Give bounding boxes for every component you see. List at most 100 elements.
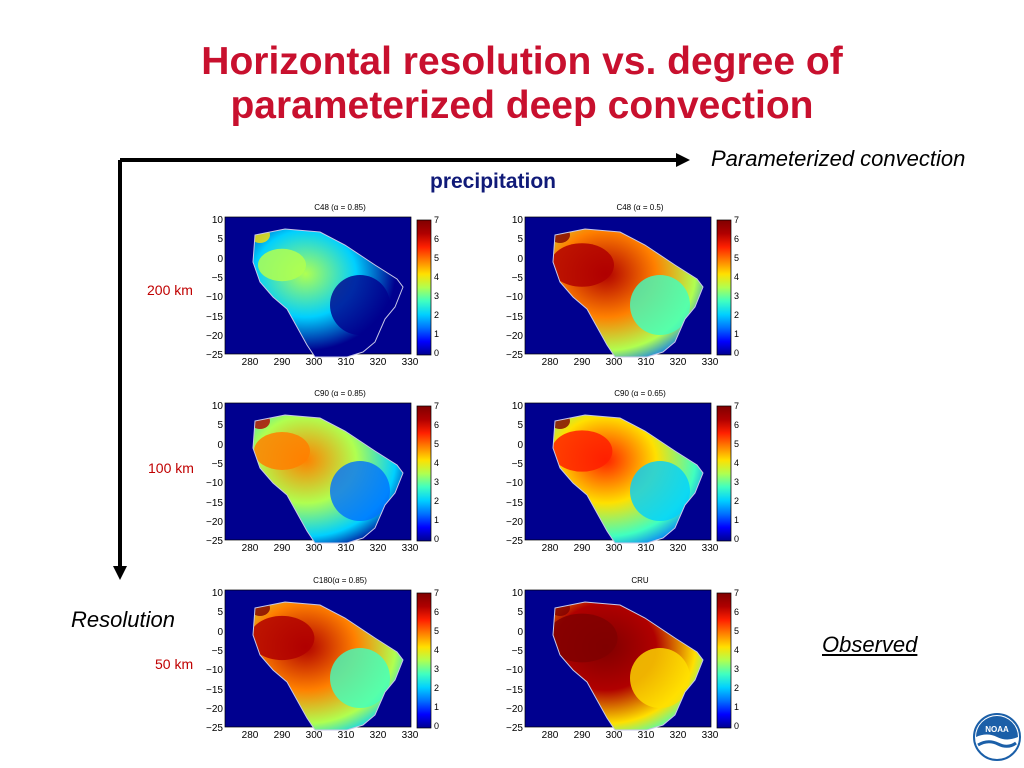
- lat-tick-label: 10: [211, 215, 223, 226]
- lat-tick-label: 10: [511, 215, 523, 226]
- lat-tick-label: −20: [206, 330, 223, 342]
- lat-tick-label: −20: [506, 330, 523, 342]
- panel-title: C180(α = 0.85): [313, 576, 367, 585]
- lat-tick-label: −10: [206, 478, 223, 490]
- colorbar-tick-label: 4: [734, 458, 740, 468]
- lon-tick-label: 310: [637, 357, 655, 368]
- map-plot: [224, 216, 432, 358]
- colorbar-tick-label: 2: [734, 683, 740, 693]
- precip-map-panel: CRU 10 5 0 −5 −10 −15 −20 −25 280 290 300 310 320 330 7…: [500, 576, 740, 753]
- colorbar-tick-label: 0: [434, 721, 440, 731]
- colorbar-tick-label: 4: [434, 458, 440, 468]
- colorbar-tick-label: 2: [734, 496, 740, 506]
- lat-tick-label: −5: [211, 458, 223, 470]
- map-plot: [224, 402, 432, 544]
- lat-tick-label: −5: [211, 272, 223, 284]
- lon-tick-label: 310: [637, 543, 655, 554]
- lon-tick-label: 280: [541, 543, 559, 554]
- lon-tick-label: 280: [241, 730, 259, 741]
- colorbar-tick-label: 2: [434, 683, 440, 693]
- lon-tick-label: 280: [241, 543, 259, 554]
- lat-tick-label: −25: [206, 723, 223, 735]
- observed-label: Observed: [822, 632, 918, 657]
- lon-tick-label: 290: [273, 543, 291, 554]
- parameterized-convection-label: Parameterized convection: [711, 146, 966, 171]
- lat-tick-label: −10: [206, 665, 223, 677]
- colorbar-tick-label: 7: [734, 588, 740, 598]
- colorbar-tick-label: 2: [434, 310, 440, 320]
- lon-tick-label: 300: [605, 543, 623, 554]
- lon-tick-label: 300: [305, 543, 323, 554]
- lon-tick-label: 330: [701, 357, 719, 368]
- colorbar-tick-label: 0: [434, 534, 440, 544]
- colorbar: [416, 219, 432, 356]
- logo-text: NOAA: [985, 725, 1009, 734]
- colorbar-tick-label: 5: [434, 253, 440, 263]
- lat-tick-label: −15: [506, 684, 523, 696]
- coastline: [552, 228, 704, 358]
- noaa-logo-icon: NOAA: [973, 713, 1021, 761]
- lon-tick-label: 310: [337, 357, 355, 368]
- colorbar-tick-label: 6: [734, 607, 740, 617]
- coastline: [252, 414, 404, 544]
- lat-tick-label: −10: [506, 665, 523, 677]
- lat-tick-label: 5: [517, 607, 523, 619]
- colorbar-tick-label: 4: [734, 272, 740, 282]
- lat-tick-label: −20: [206, 703, 223, 715]
- colorbar-tick-label: 1: [734, 515, 740, 525]
- colorbar: [716, 405, 732, 542]
- slide-title: Horizontal resolution vs. degree of para…: [0, 40, 1024, 128]
- lat-tick-label: −20: [206, 516, 223, 528]
- lon-tick-label: 280: [241, 357, 259, 368]
- colorbar-tick-label: 2: [734, 310, 740, 320]
- lat-tick-label: 5: [517, 234, 523, 246]
- resolution-200km-label: 200 km: [147, 282, 193, 298]
- colorbar-tick-label: 7: [434, 588, 440, 598]
- lon-tick-label: 320: [369, 357, 387, 368]
- lon-tick-label: 290: [573, 357, 591, 368]
- lat-tick-label: −20: [506, 703, 523, 715]
- title-line-1: Horizontal resolution vs. degree of: [201, 40, 843, 83]
- lon-tick-label: 300: [305, 357, 323, 368]
- panel-title: C48 (α = 0.5): [616, 203, 664, 212]
- colorbar-tick-label: 3: [434, 477, 440, 487]
- colorbar: [716, 219, 732, 356]
- colorbar: [716, 592, 732, 729]
- lat-tick-label: −5: [511, 645, 523, 657]
- lat-tick-label: 10: [211, 588, 223, 599]
- lat-tick-label: −15: [506, 311, 523, 323]
- colorbar-tick-label: 7: [434, 401, 440, 411]
- coastline: [552, 414, 704, 544]
- lat-tick-label: 10: [511, 588, 523, 599]
- lat-tick-label: −5: [511, 272, 523, 284]
- lat-tick-label: 10: [511, 401, 523, 412]
- colorbar: [416, 592, 432, 729]
- colorbar-tick-label: 3: [434, 291, 440, 301]
- colorbar-tick-label: 0: [734, 721, 740, 731]
- colorbar-tick-label: 1: [434, 702, 440, 712]
- panel-title: C90 (α = 0.65): [614, 389, 666, 398]
- lon-tick-label: 320: [369, 730, 387, 741]
- colorbar-tick-label: 4: [434, 272, 440, 282]
- lon-tick-label: 330: [401, 357, 419, 368]
- colorbar: [416, 405, 432, 542]
- colorbar-tick-label: 6: [434, 234, 440, 244]
- lon-tick-label: 320: [669, 543, 687, 554]
- lon-tick-label: 300: [305, 730, 323, 741]
- precip-map-panel: C48 (α = 0.85) 10 5 0 −5 −10 −15 −20 −25 280 290 30…: [200, 203, 440, 380]
- resolution-100km-label: 100 km: [148, 460, 194, 476]
- colorbar-tick-label: 1: [434, 329, 440, 339]
- colorbar-tick-label: 6: [734, 234, 740, 244]
- panel-title: CRU: [631, 576, 649, 585]
- colorbar-tick-label: 0: [734, 534, 740, 544]
- lon-tick-label: 310: [337, 543, 355, 554]
- colorbar-tick-label: 5: [734, 253, 740, 263]
- map-plot: [224, 589, 432, 731]
- map-plot: [524, 589, 732, 731]
- lon-tick-label: 280: [541, 730, 559, 741]
- lat-tick-label: −10: [506, 478, 523, 490]
- lat-tick-label: 0: [217, 253, 223, 265]
- lat-tick-label: 5: [517, 420, 523, 432]
- lon-tick-label: 300: [605, 357, 623, 368]
- vertical-arrowhead: [113, 566, 127, 580]
